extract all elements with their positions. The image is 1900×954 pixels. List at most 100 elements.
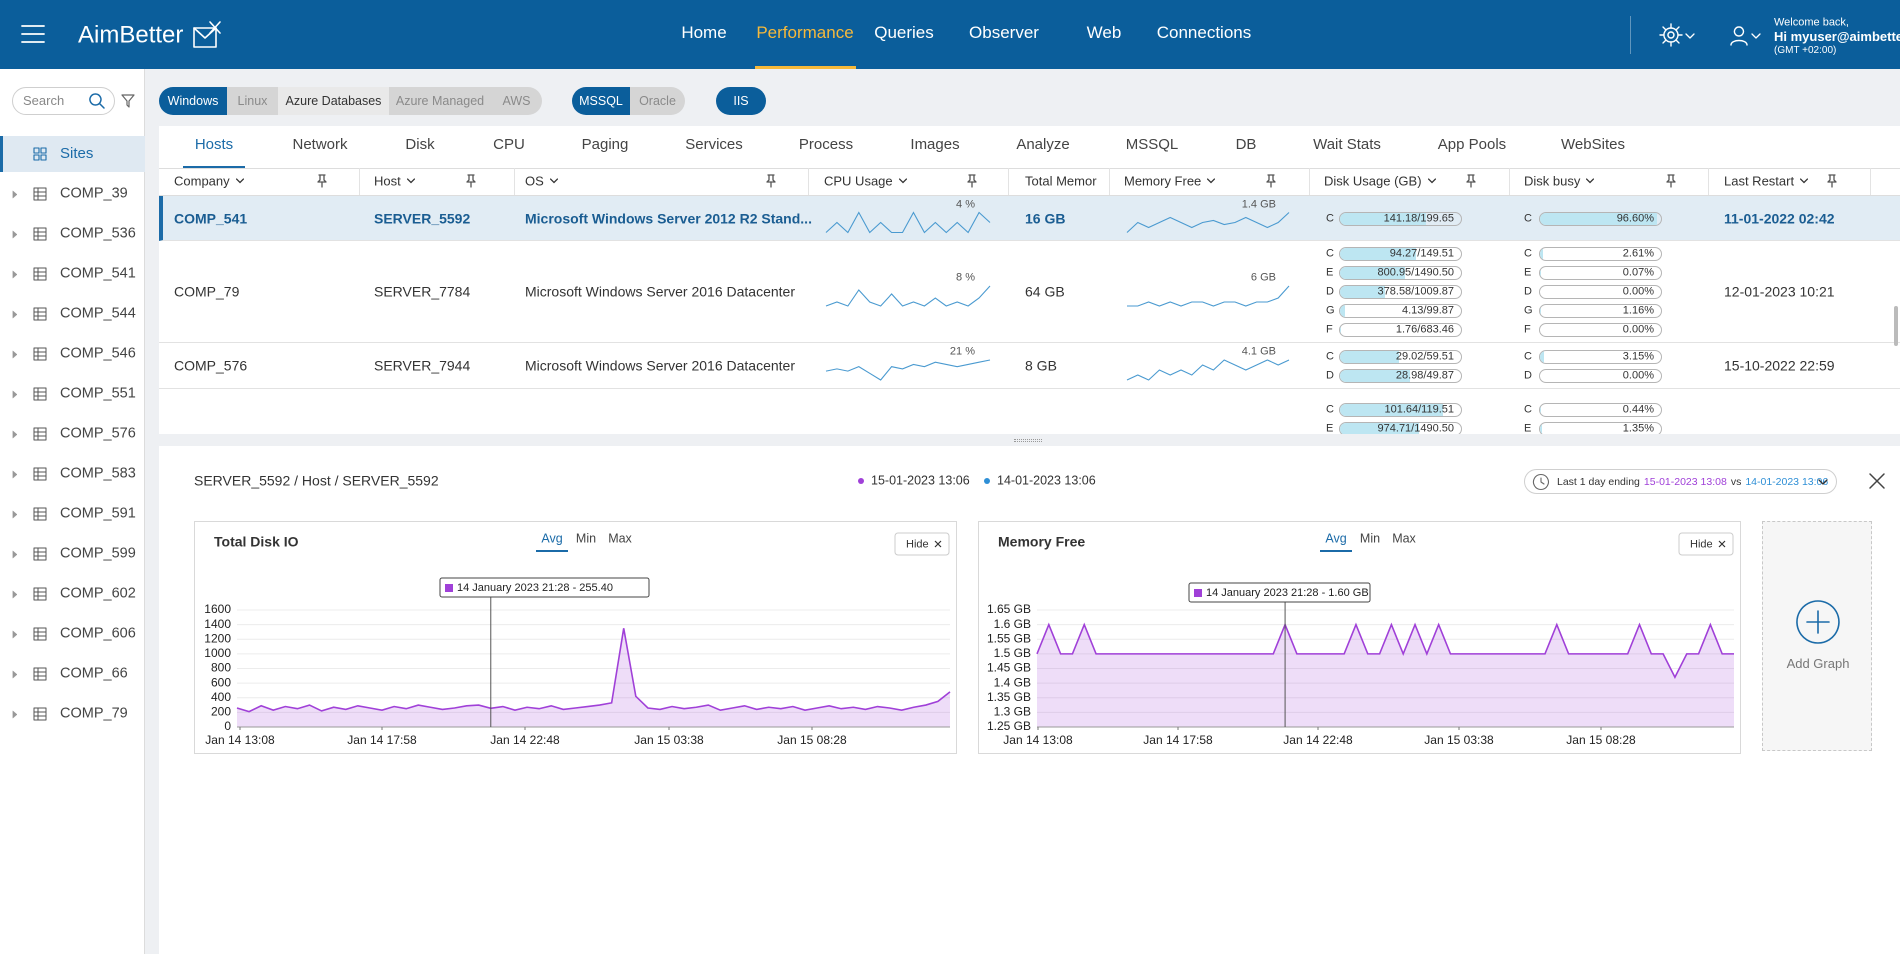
clock-icon-stroke [1532,473,1549,490]
nav-item[interactable]: Home [681,22,727,42]
filter-chip[interactable]: AWS [491,87,542,115]
site-item[interactable]: COMP_583 [60,465,136,482]
tab[interactable]: Services [685,136,743,153]
tab[interactable]: Paging [581,136,629,153]
tab[interactable]: Hosts [194,136,234,153]
tooltip-box [1188,582,1371,603]
mode-tab[interactable]: Avg [541,531,562,545]
disk-usage-bar-fill [1340,350,1399,363]
x-tick-label: Jan 14 13:08 [205,733,275,747]
disk-busy-bar: 0.00% [1539,285,1662,299]
tab[interactable]: Process [798,136,854,153]
hide-button[interactable] [1678,532,1734,556]
area-fill [237,628,950,727]
filter-chip[interactable]: IIS [716,87,766,115]
site-item[interactable]: COMP_602 [60,585,136,602]
disk-busy-bar-label: 0.07% [1622,266,1654,279]
mode-tab[interactable]: Max [608,531,632,545]
drive-letter: E [1524,266,1532,279]
site-item[interactable]: COMP_541 [60,265,136,282]
table-row[interactable]: COMP_541 SERVER_5592 Microsoft Windows Ser… [159,196,1900,241]
column-header[interactable]: Host [374,174,415,189]
range-vs: vs [1730,475,1742,488]
nav-item[interactable]: Connections [1156,22,1252,42]
range-prefix: Last 1 day ending [1557,475,1640,488]
nav-item[interactable]: Web [1086,22,1122,42]
chart: Total Disk IO Avg Min Max Hide02004006008001… [204,531,951,747]
filter-chip[interactable]: Azure Databases [278,87,389,115]
nav-item[interactable]: Observer [969,22,1039,42]
column-header[interactable]: Disk busy [1524,174,1595,189]
filter-group: IIS [716,87,766,115]
tab[interactable]: DB [1235,136,1257,153]
sites-row[interactable] [0,136,145,172]
site-item[interactable]: COMP_546 [60,345,136,362]
disk-usage-bar-label: 378.58/1009.87 [1377,285,1454,298]
table-row[interactable]: COMP_576 SERVER_7944 Microsoft Windows Ser… [159,343,1900,389]
tab[interactable]: Analyze [1016,136,1070,153]
legend-label: 14-01-2023 13:06 [997,473,1096,488]
sort-icon [1427,178,1436,184]
column-header[interactable]: Total Memor [1025,174,1097,189]
cell-company: COMP_541 [174,210,248,227]
mode-tab[interactable]: Min [1360,531,1380,545]
sparkline-line [1127,285,1290,307]
mode-tab[interactable]: Min [576,531,596,545]
tab[interactable]: Disk [405,136,435,153]
mode-tab[interactable]: Avg [1325,531,1346,545]
table-row[interactable]: COMP_79 SERVER_7784 Microsoft Windows Serv… [159,241,1900,343]
filter-chip[interactable]: MSSQL [572,87,630,115]
user-icon-stroke [1730,39,1748,46]
filter-chip[interactable]: Windows [159,87,227,115]
site-item[interactable]: COMP_39 [60,185,128,202]
site-item[interactable]: COMP_599 [60,545,136,562]
column-header[interactable]: Disk Usage (GB) [1324,174,1436,189]
site-item[interactable]: COMP_66 [60,665,128,682]
pin-icon-stroke [766,174,776,188]
filter-chip[interactable]: Linux [227,87,278,115]
time-range-selector[interactable]: Last 1 day ending 15-01-2023 13:08 vs 14-01… [1524,469,1837,494]
search-box[interactable] [12,87,115,115]
tab[interactable]: Images [910,136,960,153]
filter-chip[interactable]: Azure Managed [389,87,491,115]
nav-item[interactable]: Performance [756,22,854,42]
tab[interactable]: WebSites [1561,136,1625,153]
cell-total-memory: 8 GB [1025,357,1057,374]
column-title: Last Restart [1724,173,1795,189]
mode-tab[interactable]: Max [1392,531,1416,545]
disk-busy-bar-fill [1540,350,1544,363]
site-item[interactable]: COMP_606 [60,625,136,642]
nav-item[interactable]: Queries [874,22,934,42]
site-item[interactable]: COMP_551 [60,385,136,402]
tab[interactable]: Wait Stats [1313,136,1381,153]
site-icon-stroke [33,187,47,201]
add-graph-icon-stroke [1796,600,1840,644]
column-header[interactable]: Memory Free [1124,174,1216,189]
tab[interactable]: CPU [493,136,525,153]
expand-arrow-stroke [12,630,18,639]
tab[interactable]: App Pools [1437,136,1507,153]
site-item[interactable]: COMP_576 [60,425,136,442]
tab[interactable]: MSSQL [1125,136,1179,153]
hide-button[interactable] [894,532,950,556]
site-item[interactable]: COMP_79 [60,705,128,722]
y-tick-label: 1.65 GB [987,602,1031,616]
add-graph-card[interactable]: Add Graph [1762,521,1872,751]
site-item[interactable]: COMP_544 [60,305,136,322]
column-header[interactable]: Company [174,174,244,189]
table-row[interactable]: 23 %2.8 GBC101.64/119.51E974.71/1490.50C… [159,389,1900,434]
tab[interactable]: Network [292,136,348,153]
expand-arrow [12,470,18,479]
sparkline-line [1126,212,1290,233]
site-item[interactable]: COMP_536 [60,225,136,242]
filter-chip[interactable]: Oracle [630,87,685,115]
disk-usage-bar-label: 4.13/99.87 [1402,304,1454,317]
disk-usage-bar-label: 101.64/119.51 [1384,402,1454,415]
column-header[interactable]: Last Restart [1724,173,1809,189]
column-header[interactable]: OS [525,174,558,189]
disk-usage-bar-fill [1340,248,1417,260]
chevron-icon-stroke [1751,33,1761,39]
site-item[interactable]: COMP_591 [60,505,136,522]
column-header[interactable]: CPU Usage [824,174,907,189]
